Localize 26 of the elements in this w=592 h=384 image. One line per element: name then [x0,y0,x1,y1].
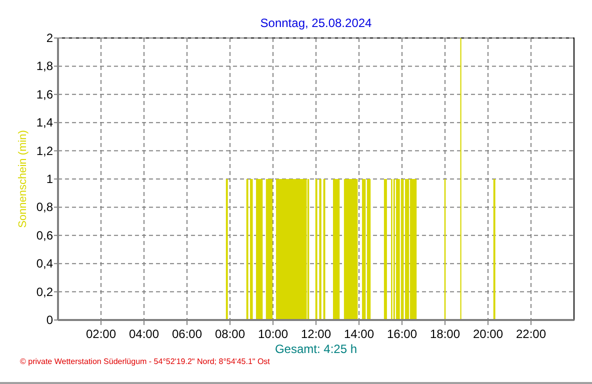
x-tick-label: 22:00 [516,327,546,341]
y-tick-label: 1,6 [36,87,54,102]
x-tick-label: 08:00 [214,327,246,341]
y-tick-label: 0,4 [36,256,54,271]
y-tick-label: 1,2 [36,144,54,158]
x-tick-label: 20:00 [472,327,504,341]
y-tick-label: 2 [46,31,54,45]
x-tick-label: 10:00 [258,327,288,341]
x-tick-label: 14:00 [344,327,374,341]
y-axis-title: Sonnenschein (min) [17,130,29,228]
x-tick-label: 18:00 [430,327,460,341]
x-tick-label: 12:00 [300,327,332,341]
chart-title: Sonntag, 25.08.2024 [260,16,372,30]
text: Gesamt: 4:25 h [274,342,358,356]
y-tick-label: 0,6 [36,228,54,242]
x-tick-label: 04:00 [128,327,160,341]
y-tick-label: 1,4 [36,116,54,130]
y-tick-label: 1,8 [36,59,54,74]
y-tick-label: 0 [46,313,54,327]
x-tick-label: 16:00 [386,327,418,341]
text: © private Wetterstation Süderlügum - 54°52'19.2" Nord; 8°54'45.1" Ost [20,357,271,366]
x-tick-label: 02:00 [86,327,116,341]
x-tick-label: 06:00 [172,327,202,341]
y-tick-label: 0,8 [36,200,54,214]
y-tick-label: 1 [46,172,54,186]
y-tick-label: 0,2 [36,284,54,299]
